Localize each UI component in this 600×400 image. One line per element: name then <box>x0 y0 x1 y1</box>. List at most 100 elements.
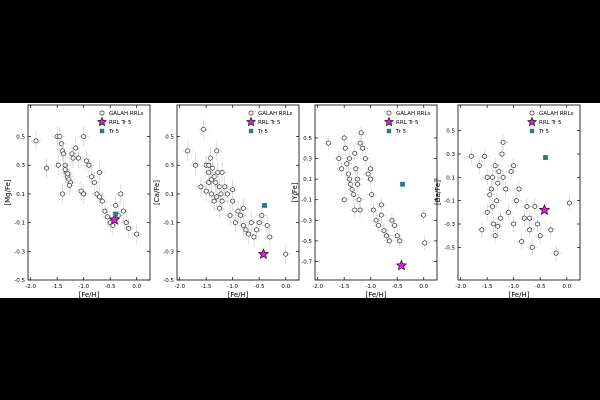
data-point-galah-rrl <box>532 203 538 210</box>
y-tick-label: -0.3 <box>14 249 25 255</box>
data-point-galah-rrl <box>527 227 532 233</box>
data-point-galah-rrl <box>99 198 105 204</box>
data-point-galah-rrl <box>230 186 235 193</box>
x-tick-label: -2.0 <box>312 284 323 290</box>
data-point-galah-rrl <box>208 155 213 161</box>
data-point-galah-rrl <box>203 188 209 194</box>
x-tick-label: -0.5 <box>254 284 265 290</box>
x-axis-label: [Fe/H] <box>365 291 386 298</box>
x-tick-label: -1.5 <box>482 284 493 290</box>
data-point-galah-rrl <box>386 238 392 244</box>
data-point-galah-rrl <box>482 153 487 159</box>
y-tick-label: -0.5 <box>444 245 455 251</box>
data-point-galah-rrl <box>529 244 535 250</box>
data-point-galah-rrl <box>368 166 373 172</box>
y-tick-label: 0.5 <box>446 129 455 135</box>
data-point-galah-rrl <box>233 219 238 226</box>
legend-marker-galah <box>529 110 535 116</box>
legend-label-rrl-tr5: RRL Tr 5 <box>539 120 562 126</box>
data-point-galah-rrl <box>348 181 353 187</box>
data-point-galah-rrl <box>527 215 532 221</box>
y-tick-label: 0.5 <box>16 135 25 141</box>
data-point-galah-rrl <box>206 162 212 168</box>
data-point-galah-rrl <box>230 198 235 204</box>
data-point-galah-rrl <box>535 221 540 227</box>
data-point-galah-rrl <box>492 163 498 169</box>
data-point-galah-rrl <box>487 192 493 198</box>
x-tick-label: -2.0 <box>455 284 466 290</box>
data-point-galah-rrl <box>369 191 375 198</box>
data-point-galah-rrl <box>376 222 381 229</box>
data-point-galah-rrl <box>368 176 373 182</box>
data-point-galah-rrl <box>567 200 572 206</box>
data-point-galah-rrl <box>495 223 501 229</box>
data-point-galah-rrl <box>352 150 358 157</box>
legend-marker-tr5 <box>386 128 392 134</box>
data-point-galah-rrl <box>89 174 94 180</box>
data-point-galah-rrl <box>214 148 220 154</box>
data-point-galah-rrl <box>94 191 100 197</box>
data-point-galah-rrl <box>227 212 233 219</box>
data-point-tr5 <box>262 203 267 208</box>
data-point-galah-rrl <box>69 151 75 157</box>
data-point-galah-rrl <box>479 227 485 233</box>
data-point-galah-rrl <box>81 133 86 140</box>
y-tick-label: -0.5 <box>14 278 25 284</box>
legend-label-galah: GALAH RRLs <box>109 111 144 117</box>
x-tick-label: 0.0 <box>132 284 141 290</box>
data-point-galah-rrl <box>371 207 376 213</box>
data-point-galah-rrl <box>360 145 366 151</box>
data-point-galah-rrl <box>373 217 379 223</box>
y-tick-label: -0.1 <box>301 198 312 204</box>
data-point-galah-rrl <box>97 194 102 200</box>
data-point-galah-rrl <box>259 212 265 219</box>
data-point-galah-rrl <box>498 215 503 221</box>
data-point-galah-rrl <box>389 217 395 223</box>
y-tick-label: 0.1 <box>165 192 174 198</box>
y-tick-label: -0.1 <box>14 221 25 227</box>
data-point-galah-rrl <box>201 126 206 133</box>
x-tick-label: -0.5 <box>392 284 403 290</box>
data-point-galah-rrl <box>357 140 363 146</box>
data-point-galah-rrl <box>341 197 347 203</box>
data-point-galah-rrl <box>514 198 519 204</box>
data-point-galah-rrl <box>44 165 49 171</box>
data-point-tr5 <box>400 181 405 187</box>
data-point-galah-rrl <box>118 191 124 197</box>
data-point-galah-rrl <box>394 233 400 239</box>
data-point-galah-rrl <box>499 151 505 157</box>
axes-frame <box>27 104 151 281</box>
data-point-galah-rrl <box>490 203 495 210</box>
data-point-galah-rrl <box>352 207 358 213</box>
x-tick-label: -1.5 <box>201 284 212 290</box>
data-point-galah-rrl <box>397 238 403 244</box>
panel-3: -2.0 -1.5 -1.0 -0.5 0.0 0.5 0.3 0.1 -0.1 -0.3 -0.5… <box>291 104 438 299</box>
y-tick-label: -0.3 <box>163 249 174 255</box>
y-tick-label: 0.1 <box>303 177 312 183</box>
data-point-galah-rrl <box>355 181 360 187</box>
data-point-galah-rrl <box>102 208 108 214</box>
data-point-galah-rrl <box>210 165 215 171</box>
legend-marker-rrl-tr5 <box>96 116 108 127</box>
data-point-galah-rrl <box>503 186 509 192</box>
data-point-galah-rrl <box>491 221 496 227</box>
data-point-galah-rrl <box>325 140 331 146</box>
data-point-galah-rrl <box>217 205 222 211</box>
data-point-galah-rrl <box>524 203 530 210</box>
data-point-galah-rrl <box>506 209 511 215</box>
data-point-galah-rrl <box>225 191 230 197</box>
data-point-galah-rrl <box>341 135 347 141</box>
axes-frame <box>457 104 581 281</box>
data-point-galah-rrl <box>516 186 522 192</box>
y-axis-label: [Ba/Fe] <box>434 180 442 205</box>
data-point-galah-rrl <box>484 209 490 215</box>
y-tick-label: -0.7 <box>301 259 312 265</box>
data-point-galah-rrl <box>421 212 427 218</box>
data-point-galah-rrl <box>134 231 140 237</box>
x-tick-label: -1.0 <box>508 284 519 290</box>
legend-marker-galah <box>386 110 392 116</box>
data-point-galah-rrl <box>476 163 482 169</box>
data-point-galah-rrl <box>235 208 241 214</box>
data-point-galah-rrl <box>351 191 357 198</box>
legend-label-galah: GALAH RRLs <box>539 111 574 117</box>
